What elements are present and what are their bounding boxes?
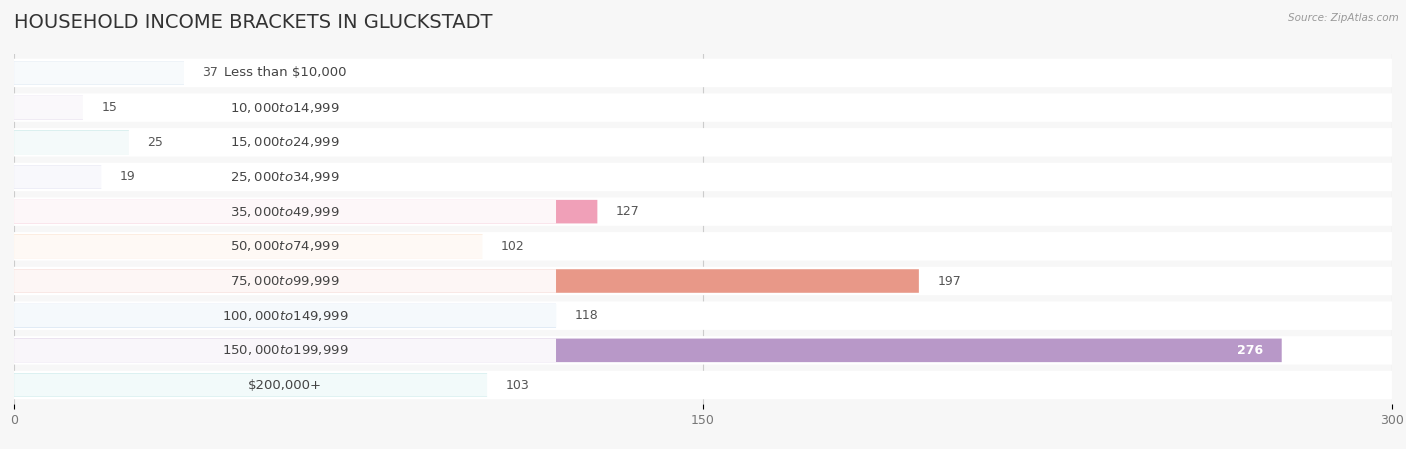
FancyBboxPatch shape [14,232,1392,260]
Text: 15: 15 [101,101,117,114]
FancyBboxPatch shape [14,234,482,258]
Text: 102: 102 [501,240,524,253]
Text: $10,000 to $14,999: $10,000 to $14,999 [231,101,340,114]
FancyBboxPatch shape [14,96,83,119]
Text: 103: 103 [506,379,529,392]
FancyBboxPatch shape [14,269,555,293]
Text: 25: 25 [148,136,163,149]
FancyBboxPatch shape [14,304,555,327]
Text: $200,000+: $200,000+ [247,379,322,392]
FancyBboxPatch shape [14,59,1392,87]
FancyBboxPatch shape [14,131,129,154]
Text: 127: 127 [616,205,640,218]
Text: 118: 118 [575,309,598,322]
Text: $100,000 to $149,999: $100,000 to $149,999 [222,308,349,323]
FancyBboxPatch shape [14,267,1392,295]
FancyBboxPatch shape [14,165,555,189]
Text: $15,000 to $24,999: $15,000 to $24,999 [231,135,340,150]
Text: 197: 197 [938,274,960,287]
Text: $25,000 to $34,999: $25,000 to $34,999 [231,170,340,184]
Text: $35,000 to $49,999: $35,000 to $49,999 [231,205,340,219]
FancyBboxPatch shape [14,304,555,327]
FancyBboxPatch shape [14,336,1392,365]
Text: 37: 37 [202,66,218,79]
FancyBboxPatch shape [14,165,101,189]
FancyBboxPatch shape [14,61,184,85]
FancyBboxPatch shape [14,163,1392,191]
Text: Less than $10,000: Less than $10,000 [224,66,346,79]
FancyBboxPatch shape [14,339,1282,362]
Text: $150,000 to $199,999: $150,000 to $199,999 [222,343,349,357]
FancyBboxPatch shape [14,269,920,293]
Text: $75,000 to $99,999: $75,000 to $99,999 [231,274,340,288]
FancyBboxPatch shape [14,200,598,224]
FancyBboxPatch shape [14,301,1392,330]
FancyBboxPatch shape [14,371,1392,399]
FancyBboxPatch shape [14,128,1392,157]
Text: 19: 19 [120,171,135,184]
FancyBboxPatch shape [14,96,555,119]
Text: HOUSEHOLD INCOME BRACKETS IN GLUCKSTADT: HOUSEHOLD INCOME BRACKETS IN GLUCKSTADT [14,13,492,32]
Text: $50,000 to $74,999: $50,000 to $74,999 [231,239,340,253]
FancyBboxPatch shape [14,131,555,154]
FancyBboxPatch shape [14,61,555,85]
FancyBboxPatch shape [14,93,1392,122]
FancyBboxPatch shape [14,198,1392,226]
FancyBboxPatch shape [14,373,486,397]
FancyBboxPatch shape [14,339,555,362]
FancyBboxPatch shape [14,234,555,258]
Text: Source: ZipAtlas.com: Source: ZipAtlas.com [1288,13,1399,23]
FancyBboxPatch shape [14,373,555,397]
Text: 276: 276 [1237,344,1264,357]
FancyBboxPatch shape [14,200,555,224]
